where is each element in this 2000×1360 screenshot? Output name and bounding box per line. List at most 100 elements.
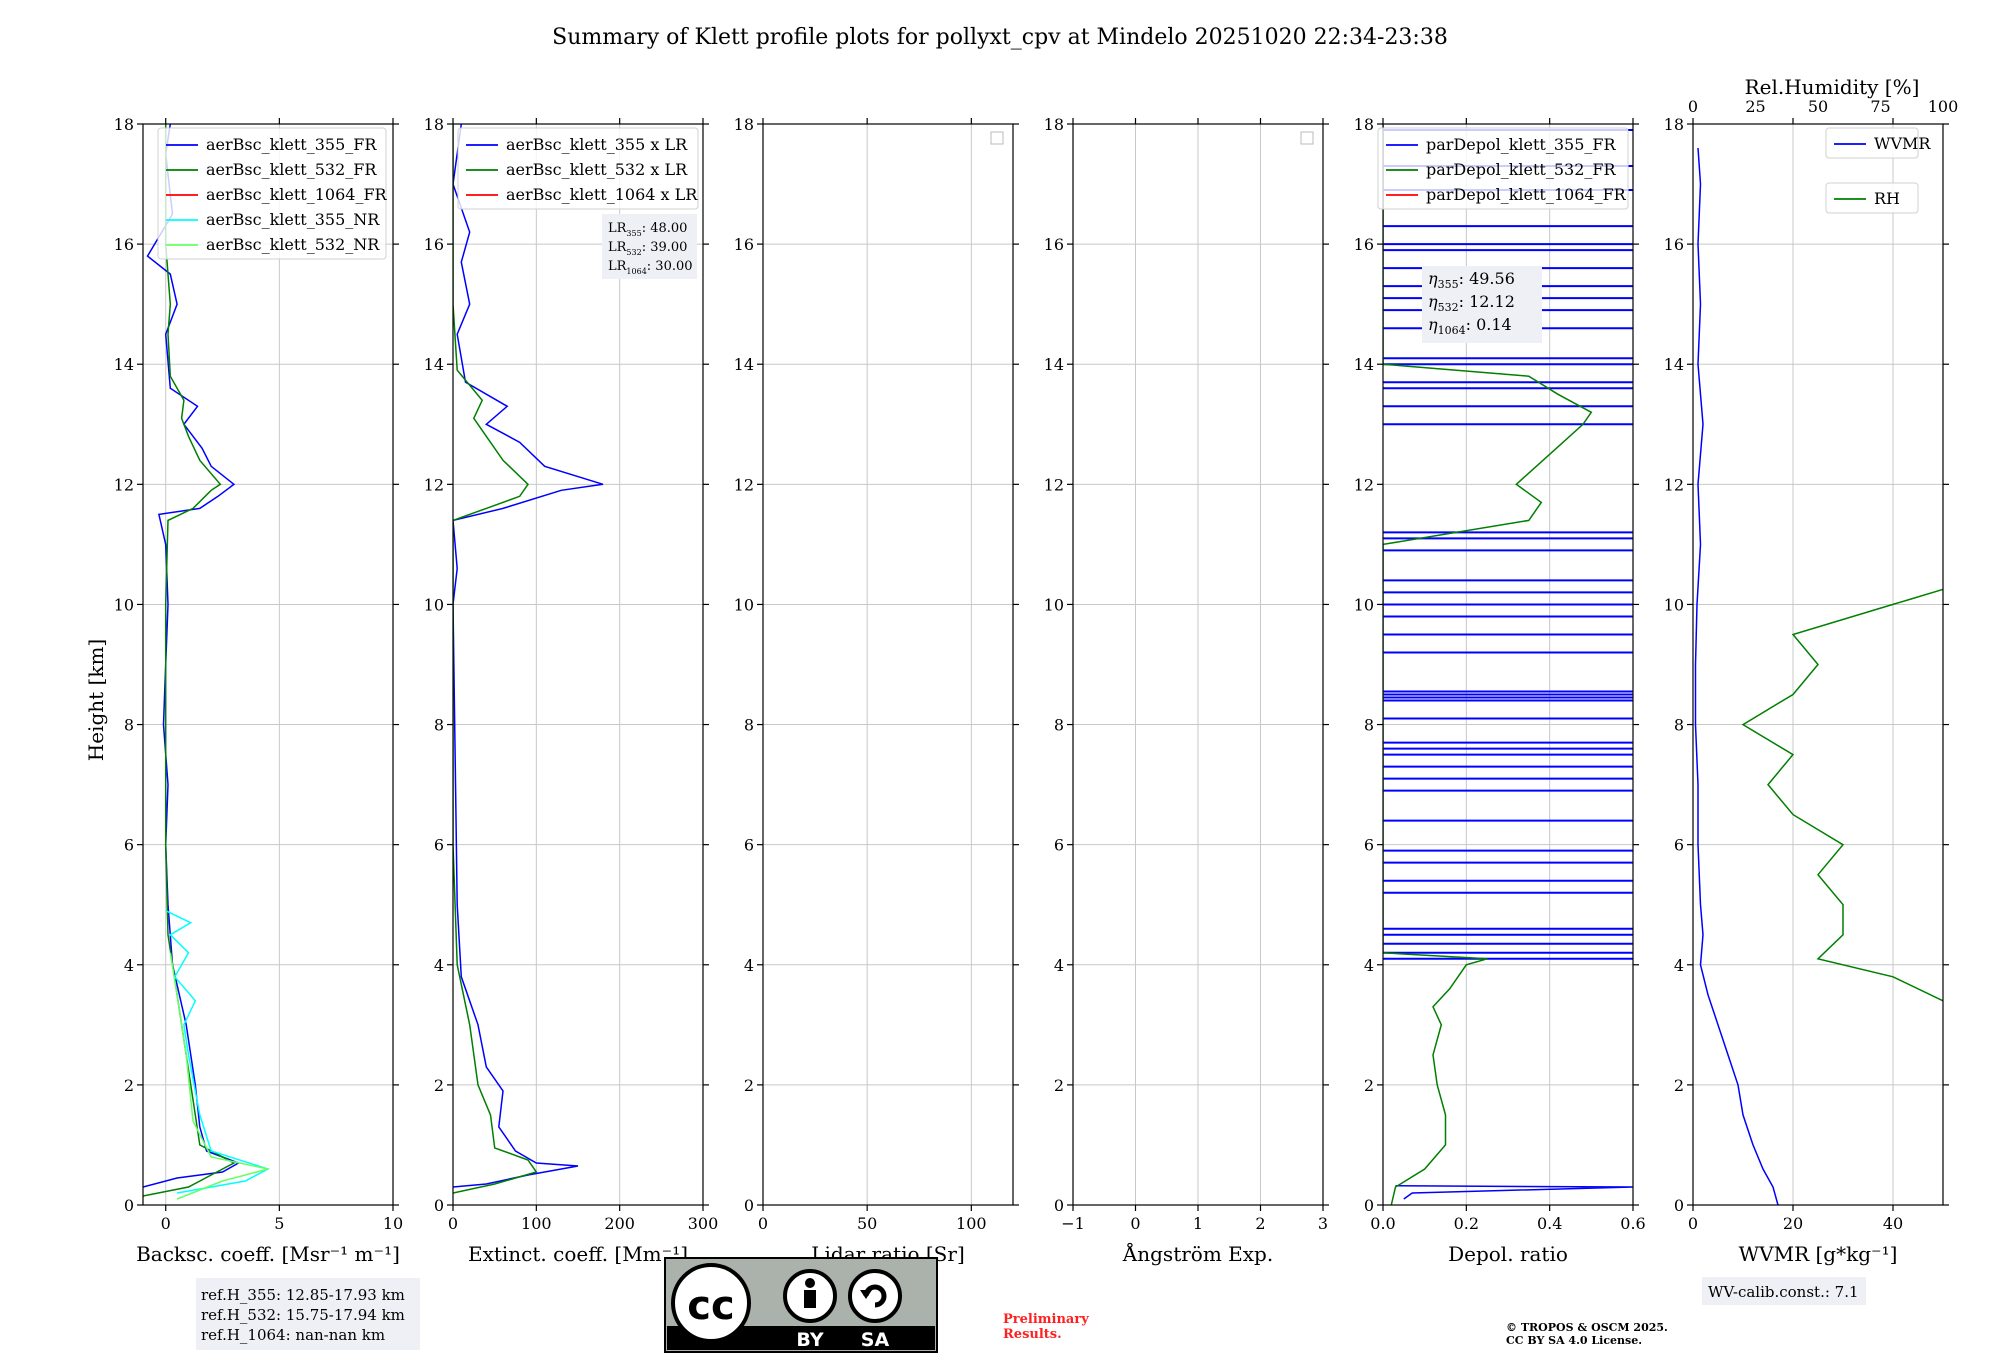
legend-entry: parDepol_klett_355_FR — [1426, 135, 1617, 154]
x-axis-label: Extinct. coeff. [Mm⁻¹] — [468, 1242, 688, 1266]
annotation-line: η355: 49.56 — [1428, 269, 1515, 291]
y-tick-label: 14 — [1664, 355, 1684, 374]
y-tick-label: 10 — [424, 595, 444, 614]
y-tick-label: 4 — [1364, 956, 1374, 975]
series-line-RH — [1741, 588, 1943, 1002]
y-tick-label: 8 — [744, 716, 754, 735]
y-tick-label: 18 — [1354, 115, 1374, 134]
y-tick-label: 14 — [1354, 355, 1374, 374]
annotation-line: η1064: 0.14 — [1428, 315, 1512, 337]
series-group — [1694, 147, 1943, 1205]
y-tick-label: 8 — [1674, 716, 1684, 735]
series-group — [143, 124, 270, 1200]
series-line-parDepol_klett_355_FR — [1395, 1185, 1633, 1200]
legend-entry: aerBsc_klett_1064_FR — [206, 185, 388, 204]
y-tick-label: 18 — [1664, 115, 1684, 134]
y-tick-label: 0 — [1364, 1196, 1374, 1215]
legend-entry: aerBsc_klett_532_FR — [206, 160, 377, 179]
y-tick-label: 4 — [1674, 956, 1684, 975]
legend-entry: parDepol_klett_1064_FR — [1426, 185, 1627, 204]
x-tick-label: −1 — [1061, 1214, 1085, 1233]
y-tick-label: 10 — [734, 595, 754, 614]
top-x-tick-label: 25 — [1745, 97, 1765, 116]
by-label: BY — [796, 1329, 823, 1351]
y-tick-label: 0 — [434, 1196, 444, 1215]
wv-calib-text: WV-calib.const.: 7.1 — [1708, 1283, 1859, 1301]
series-line-WVMR — [1694, 147, 1779, 1205]
y-tick-label: 14 — [734, 355, 754, 374]
x-tick-label: 3 — [1318, 1214, 1328, 1233]
y-tick-label: 10 — [1664, 595, 1684, 614]
panel-5: 0.0 0.2 0.4 0.6 0 2 4 6 8 10 12 14 16 18 Depol. ratio p… — [1354, 115, 1646, 1266]
legend-entry: WVMR — [1874, 134, 1931, 153]
y-tick-label: 8 — [1054, 716, 1064, 735]
x-tick-label: 100 — [956, 1214, 987, 1233]
series-line-aerBsc_klett_355 x LR — [453, 124, 604, 1188]
x-tick-label: 200 — [604, 1214, 635, 1233]
ref-height-1064: ref.H_1064: nan-nan km — [201, 1326, 385, 1344]
y-tick-label: 8 — [1364, 716, 1374, 735]
annotation-line: η532: 12.12 — [1428, 292, 1515, 314]
annotation-line: LR1064: 30.00 — [608, 259, 693, 276]
y-tick-label: 6 — [1054, 836, 1064, 855]
axes-frame — [142, 123, 394, 1206]
x-tick-label: 2 — [1255, 1214, 1265, 1233]
y-tick-label: 0 — [1054, 1196, 1064, 1215]
series-line-aerBsc_klett_532_NR — [169, 952, 269, 1200]
y-tick-label: 16 — [1044, 235, 1064, 254]
series-line-aerBsc_klett_355_NR — [165, 910, 270, 1194]
y-tick-label: 2 — [1054, 1076, 1064, 1095]
panel-1: 0 5 10 0 2 4 6 8 10 12 14 16 18 Backsc. coeff. [Msr⁻¹… — [114, 115, 404, 1266]
y-tick-label: 4 — [124, 956, 134, 975]
legend-entry: aerBsc_klett_1064 x LR — [506, 185, 698, 204]
y-axis-label: Height [km] — [84, 639, 108, 761]
axes-frame — [762, 123, 1014, 1206]
y-tick-label: 2 — [124, 1076, 134, 1095]
x-tick-label: 10 — [383, 1214, 403, 1233]
share-alike-icon — [848, 1269, 902, 1323]
series-line-aerBsc_klett_532 x LR — [453, 124, 538, 1194]
y-tick-label: 12 — [114, 475, 134, 494]
x-tick-label: 1 — [1193, 1214, 1203, 1233]
legend-entry: RH — [1874, 189, 1900, 208]
x-tick-label: 50 — [857, 1214, 877, 1233]
legend: aerBsc_klett_355_FR aerBsc_klett_532_FRae… — [157, 127, 388, 260]
ref-heights-box: ref.H_355: 12.85-17.93 km ref.H_532: 15.… — [196, 1278, 420, 1350]
legend-entry: aerBsc_klett_355 x LR — [506, 135, 688, 154]
legend: parDepol_klett_355_FR parDepol_klett_532_… — [1377, 127, 1629, 210]
y-tick-label: 2 — [1674, 1076, 1684, 1095]
y-tick-label: 6 — [1364, 836, 1374, 855]
y-tick-label: 4 — [434, 956, 444, 975]
x-tick-label: 0.4 — [1537, 1214, 1562, 1233]
preliminary-line-1: Preliminary — [1003, 1312, 1089, 1327]
x-tick-label: 40 — [1883, 1214, 1903, 1233]
copyright-line-1: © TROPOS & OSCM 2025. — [1506, 1321, 1668, 1334]
y-tick-label: 6 — [434, 836, 444, 855]
y-tick-label: 16 — [1354, 235, 1374, 254]
annotation-line: LR532: 39.00 — [608, 240, 687, 257]
top-x-tick-label: 0 — [1688, 97, 1698, 116]
series-line-aerBsc_klett_355_FR — [143, 124, 241, 1188]
top-x-tick-label: 50 — [1808, 97, 1828, 116]
y-tick-label: 12 — [1354, 475, 1374, 494]
x-axis-label: WVMR [g*kg⁻¹] — [1739, 1242, 1898, 1266]
y-tick-label: 6 — [744, 836, 754, 855]
y-tick-label: 16 — [114, 235, 134, 254]
x-axis-label: Ångström Exp. — [1122, 1241, 1273, 1266]
x-tick-label: 0 — [1130, 1214, 1140, 1233]
copyright-line-2: CC BY SA 4.0 License. — [1506, 1334, 1642, 1347]
y-tick-label: 18 — [734, 115, 754, 134]
y-tick-label: 10 — [114, 595, 134, 614]
series-group — [453, 124, 604, 1194]
x-tick-label: 0 — [161, 1214, 171, 1233]
x-tick-label: 0.0 — [1370, 1214, 1395, 1233]
y-tick-label: 14 — [424, 355, 444, 374]
preliminary-line-2: Results. — [1003, 1327, 1062, 1342]
panel-2: 0 100 200 300 0 2 4 6 8 10 12 14 16 18 Extinct. coeff.… — [424, 115, 719, 1266]
y-tick-label: 16 — [1664, 235, 1684, 254]
